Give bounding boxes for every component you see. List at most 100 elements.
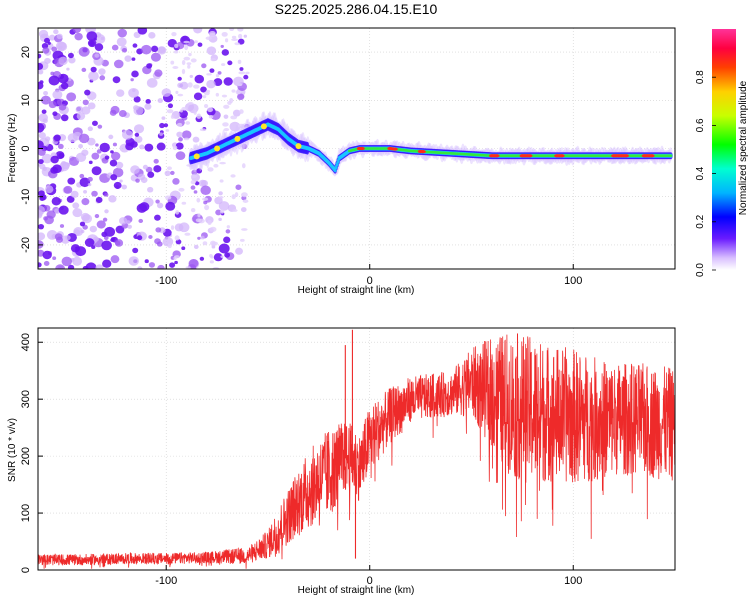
noise-speck [38, 123, 45, 133]
noise-speck [197, 213, 201, 218]
ridge-peak [234, 135, 241, 142]
noise-speck [181, 246, 186, 251]
noise-speck [170, 114, 175, 119]
ridge-peak [648, 154, 655, 158]
noise-speck [133, 124, 145, 134]
noise-speck [81, 106, 91, 115]
noise-speck [194, 74, 205, 84]
noise-speck [218, 201, 230, 211]
noise-speck [166, 166, 172, 171]
noise-speck [174, 235, 180, 241]
noise-speck [215, 209, 222, 216]
noise-speck [190, 185, 196, 190]
noise-speck [38, 69, 44, 75]
noise-speck [53, 134, 61, 142]
colorbar-gradient [712, 29, 736, 270]
noise-speck [193, 28, 203, 34]
noise-speck [229, 121, 241, 132]
noise-speck [116, 37, 127, 47]
noise-speck [205, 36, 212, 40]
noise-speck [220, 44, 224, 48]
snr-y-axis-label: SNR (10 * v/v) [7, 418, 18, 482]
noise-speck [48, 75, 60, 86]
noise-speck [134, 132, 140, 137]
noise-speck [186, 164, 194, 167]
noise-speck [145, 99, 151, 104]
noise-speck [165, 129, 170, 132]
noise-speck [132, 43, 138, 48]
noise-speck [78, 46, 90, 57]
noise-speck [177, 82, 184, 89]
noise-speck [155, 227, 162, 233]
noise-speck [172, 178, 180, 185]
noise-speck [158, 46, 166, 54]
noise-speck [174, 260, 178, 265]
noise-speck [187, 82, 193, 88]
noise-speck [44, 215, 54, 225]
noise-speck [235, 184, 242, 190]
noise-speck [95, 196, 103, 203]
noise-speck [204, 204, 210, 211]
noise-speck [221, 94, 228, 98]
noise-speck [44, 37, 51, 44]
noise-speck [72, 202, 80, 209]
noise-speck [146, 78, 158, 88]
noise-speck [166, 109, 174, 114]
noise-speck [84, 238, 95, 247]
spectrogram-x-ticks: -100 0 100 [155, 264, 582, 287]
noise-speck [231, 38, 238, 41]
noise-speck [218, 196, 224, 199]
noise-speck [87, 39, 97, 48]
noise-speck [128, 87, 139, 98]
noise-speck [208, 115, 214, 119]
noise-speck [196, 168, 203, 174]
noise-speck [67, 52, 74, 59]
noise-speck [190, 179, 196, 185]
noise-speck [181, 106, 188, 111]
noise-speck [192, 136, 200, 143]
noise-speck [140, 176, 148, 184]
noise-speck [194, 40, 198, 44]
noise-speck [147, 186, 154, 193]
noise-speck [118, 109, 127, 118]
noise-speck [163, 123, 169, 128]
noise-speck [131, 70, 139, 78]
noise-speck [198, 179, 207, 187]
noise-speck [38, 148, 46, 156]
noise-speck [193, 109, 197, 115]
noise-speck [124, 55, 132, 62]
noise-speck [176, 41, 185, 50]
noise-speck [146, 63, 153, 69]
noise-speck [181, 60, 186, 66]
noise-speck [38, 209, 43, 217]
noise-speck [221, 31, 228, 37]
noise-speck [206, 46, 217, 55]
noise-speck [72, 28, 82, 34]
noise-speck [238, 33, 243, 39]
noise-speck [176, 131, 183, 138]
noise-speck [142, 164, 149, 170]
noise-speck [200, 86, 207, 93]
noise-speck [76, 112, 86, 120]
noise-speck [193, 92, 203, 101]
noise-speck [178, 187, 185, 192]
noise-speck [183, 137, 190, 141]
snr-x-tick-label: 0 [367, 575, 373, 587]
noise-speck [209, 260, 214, 264]
noise-speck [101, 231, 108, 238]
ridge-core [335, 162, 339, 167]
noise-speck [110, 105, 120, 115]
noise-speck [231, 194, 236, 200]
noise-speck [232, 209, 238, 212]
noise-speck [164, 195, 172, 200]
noise-speck [94, 214, 100, 219]
ridge-peak [193, 153, 200, 160]
noise-speck [215, 73, 220, 78]
noise-speck [197, 236, 201, 240]
noise-speck [137, 266, 143, 269]
noise-speck [227, 100, 232, 105]
noise-speck [242, 199, 249, 203]
noise-speck [185, 121, 191, 125]
noise-speck [185, 266, 191, 269]
